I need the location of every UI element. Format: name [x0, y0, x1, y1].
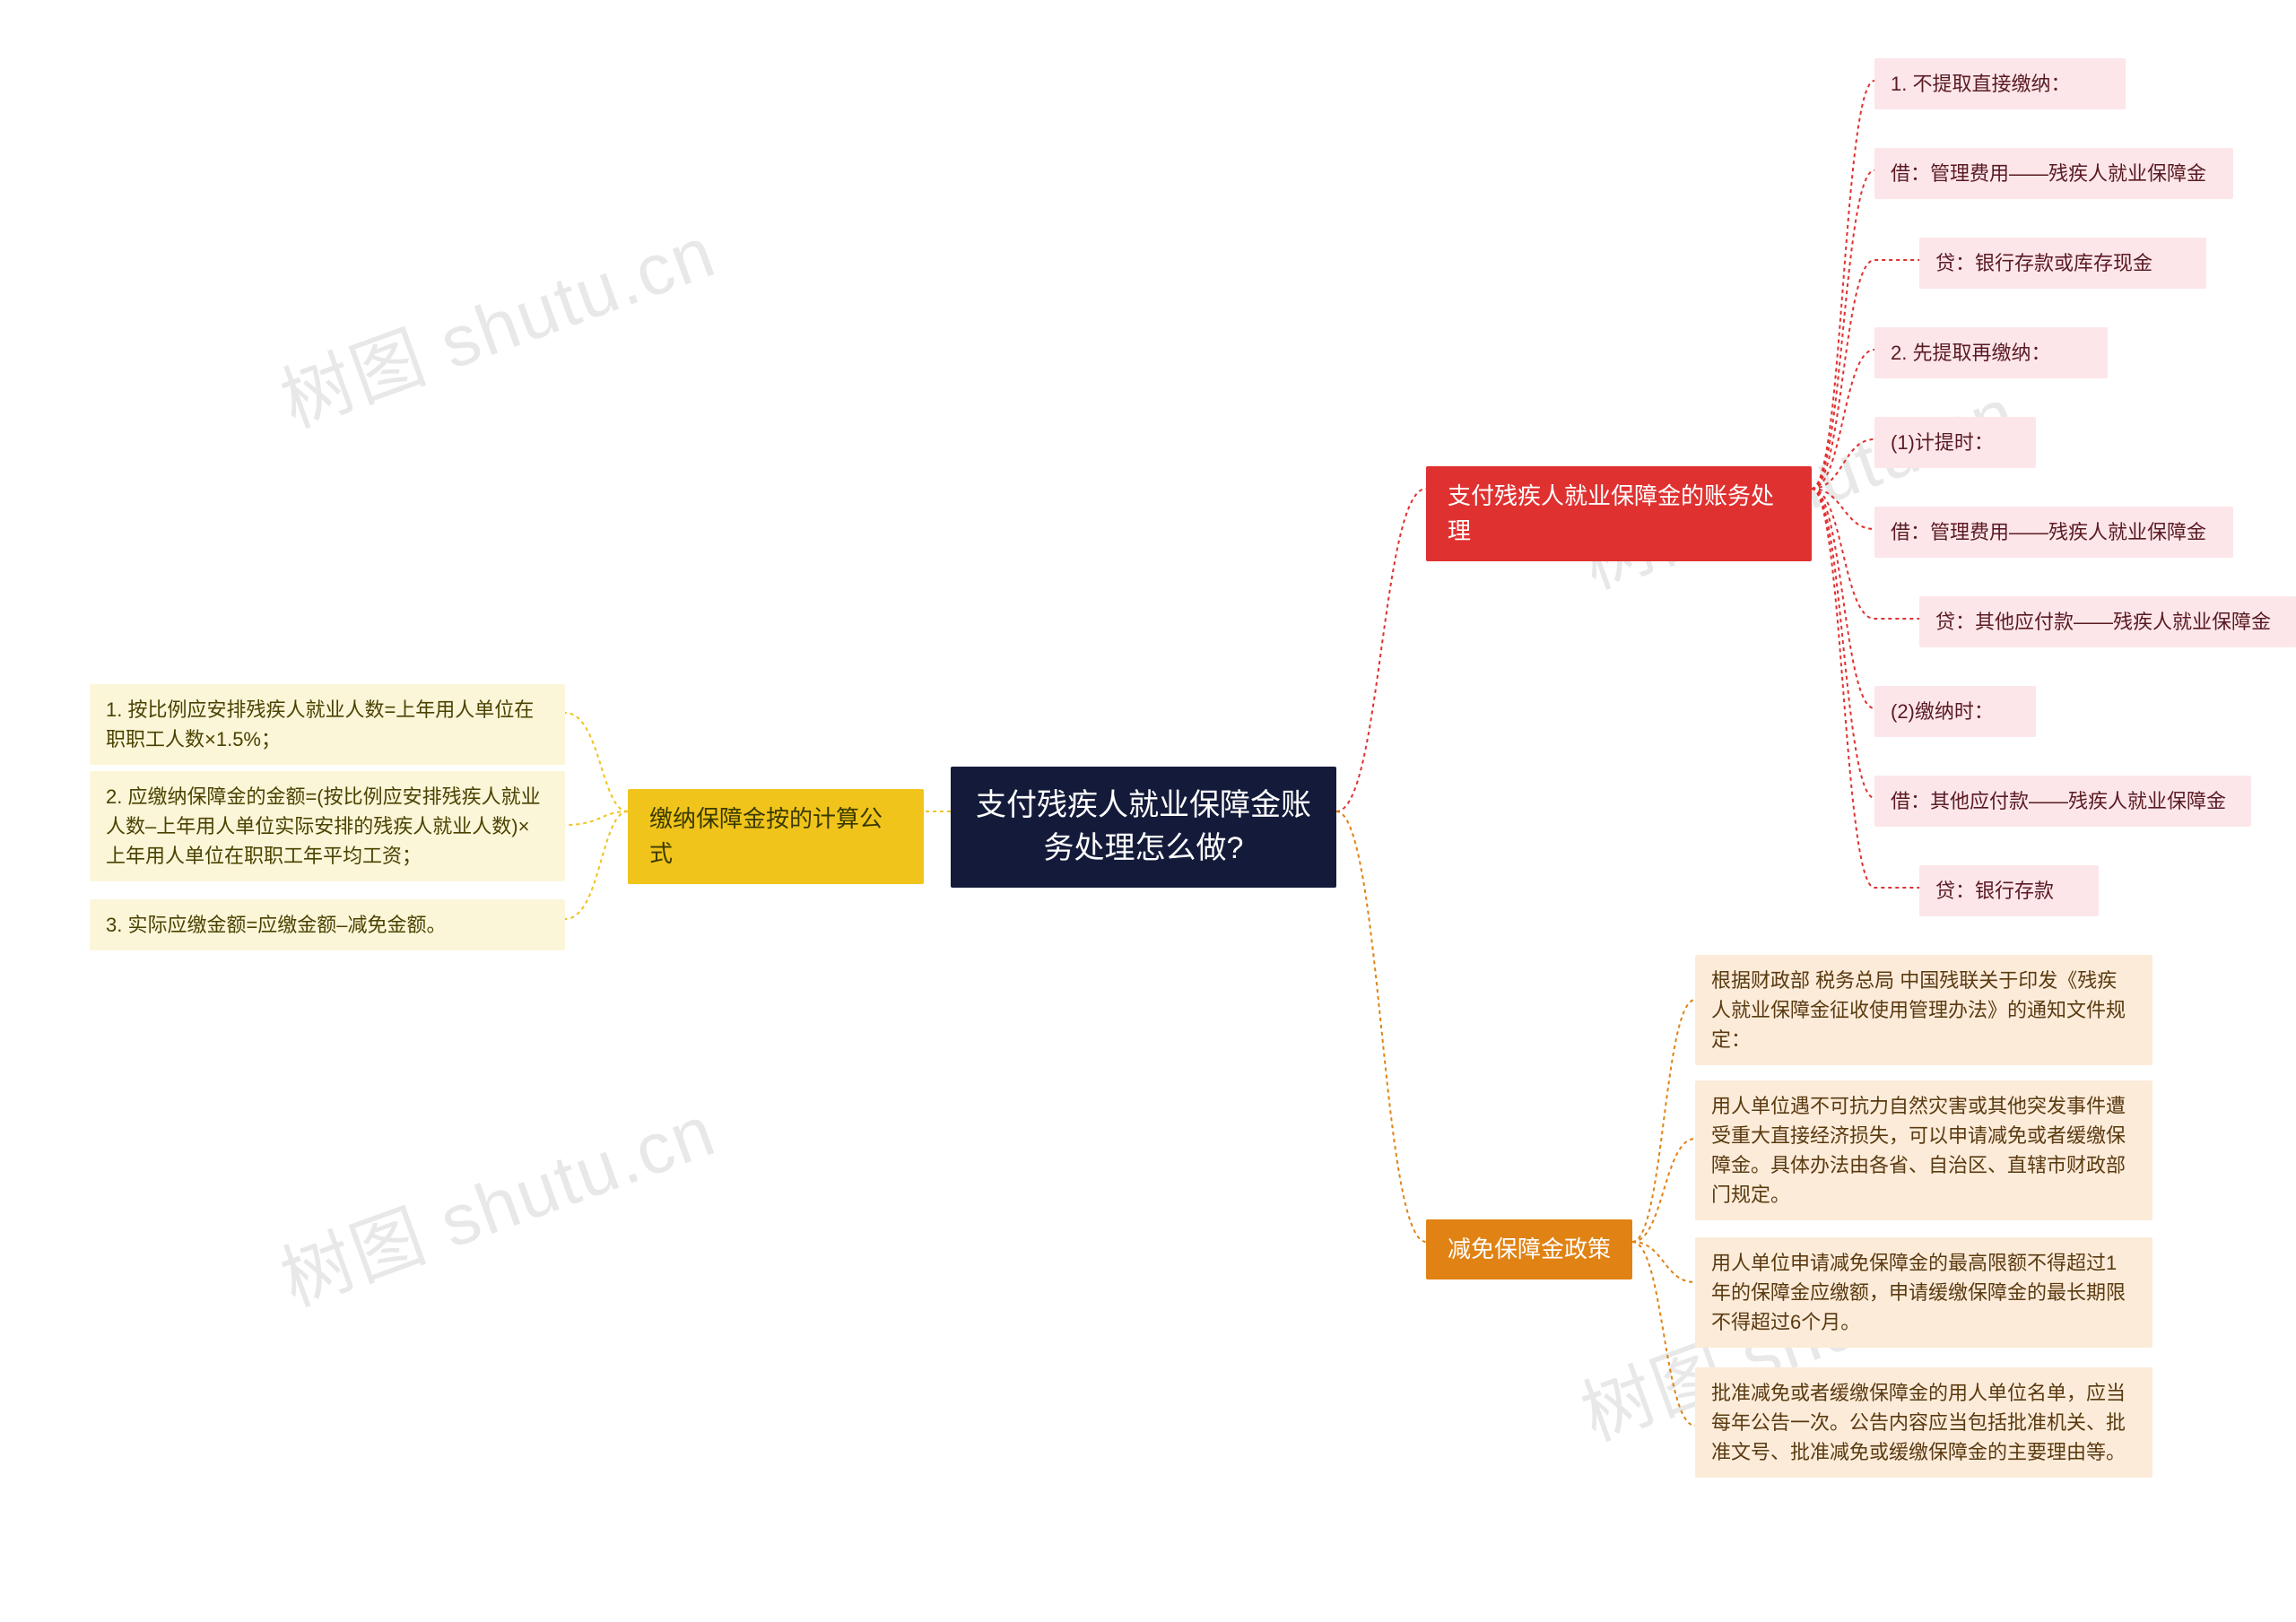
root-node[interactable]: 支付残疾人就业保障金账务处理怎么做? — [951, 767, 1336, 888]
leaf-accounting-10[interactable]: 贷：银行存款 — [1919, 865, 2099, 916]
leaf-formula-1[interactable]: 1. 按比例应安排残疾人就业人数=上年用人单位在职职工人数×1.5%； — [90, 684, 565, 765]
leaf-policy-4[interactable]: 批准减免或者缓缴保障金的用人单位名单，应当每年公告一次。公告内容应当包括批准机关… — [1695, 1367, 2152, 1478]
branch-policy[interactable]: 减免保障金政策 — [1426, 1219, 1632, 1279]
leaf-accounting-7[interactable]: 贷：其他应付款——残疾人就业保障金 — [1919, 596, 2296, 647]
watermark: 树图 shutu.cn — [265, 1073, 727, 1326]
leaf-accounting-2[interactable]: 借：管理费用——残疾人就业保障金 — [1874, 148, 2233, 199]
leaf-policy-2[interactable]: 用人单位遇不可抗力自然灾害或其他突发事件遭受重大直接经济损失，可以申请减免或者缓… — [1695, 1080, 2152, 1220]
leaf-policy-1[interactable]: 根据财政部 税务总局 中国残联关于印发《残疾人就业保障金征收使用管理办法》的通知… — [1695, 955, 2152, 1065]
leaf-accounting-4[interactable]: 2. 先提取再缴纳： — [1874, 327, 2108, 378]
leaf-formula-3[interactable]: 3. 实际应缴金额=应缴金额–减免金额。 — [90, 899, 565, 950]
leaf-policy-3[interactable]: 用人单位申请减免保障金的最高限额不得超过1年的保障金应缴额，申请缓缴保障金的最长… — [1695, 1237, 2152, 1348]
leaf-accounting-9[interactable]: 借：其他应付款——残疾人就业保障金 — [1874, 776, 2251, 827]
branch-accounting[interactable]: 支付残疾人就业保障金的账务处理 — [1426, 466, 1812, 561]
leaf-accounting-1[interactable]: 1. 不提取直接缴纳： — [1874, 58, 2126, 109]
watermark: 树图 shutu.cn — [265, 195, 727, 447]
leaf-accounting-3[interactable]: 贷：银行存款或库存现金 — [1919, 238, 2206, 289]
leaf-formula-2[interactable]: 2. 应缴纳保障金的金额=(按比例应安排残疾人就业人数–上年用人单位实际安排的残… — [90, 771, 565, 881]
branch-formula[interactable]: 缴纳保障金按的计算公式 — [628, 789, 924, 884]
leaf-accounting-5[interactable]: (1)计提时： — [1874, 417, 2036, 468]
leaf-accounting-6[interactable]: 借：管理费用——残疾人就业保障金 — [1874, 507, 2233, 558]
leaf-accounting-8[interactable]: (2)缴纳时： — [1874, 686, 2036, 737]
